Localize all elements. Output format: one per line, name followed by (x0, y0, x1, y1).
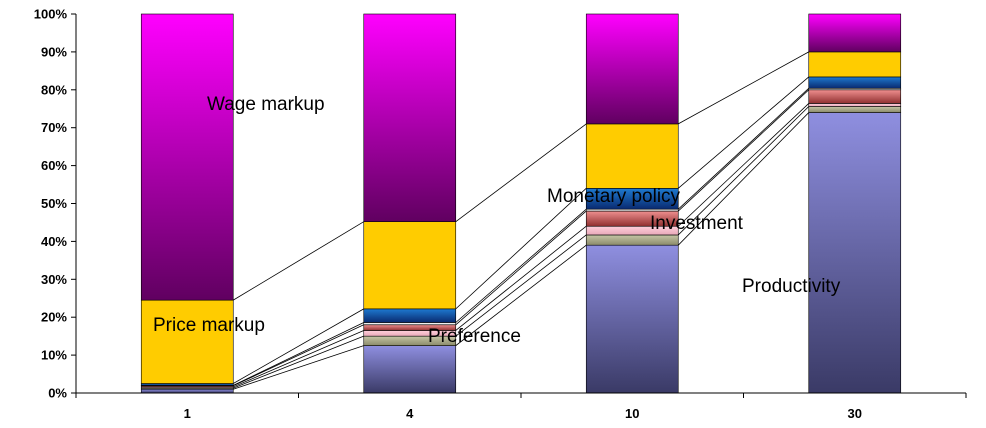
connector-line (678, 51, 809, 125)
connector-line (677, 89, 810, 212)
y-tick-label: 80% (41, 82, 67, 97)
connector-line (233, 322, 364, 386)
connector-line (233, 335, 364, 389)
connector-line (233, 324, 364, 387)
y-tick-label: 100% (34, 7, 68, 22)
annotation-preference: Preference (428, 326, 521, 347)
x-tick-label: 4 (406, 406, 414, 421)
y-tick-label: 20% (41, 310, 67, 325)
bar-s2-10 (585, 234, 679, 246)
annotation-investment: Investment (650, 213, 744, 234)
bar-price_markup-30 (808, 51, 902, 78)
y-tick-label: 50% (41, 196, 67, 211)
connector-line (677, 112, 810, 246)
connector-line (233, 308, 364, 384)
connector-line (677, 87, 810, 210)
annotation-monetary-policy: Monetary policy (547, 186, 681, 207)
bar-s3-30 (808, 103, 902, 107)
bar-productivity-30 (808, 112, 902, 394)
bar-price_markup-4 (363, 221, 457, 310)
connector-line (233, 345, 364, 390)
x-ticks-layer: 1 4 10 30 (75, 393, 967, 421)
y-tick-label: 0% (48, 386, 67, 401)
connectors-layer (233, 51, 810, 390)
x-tick-label: 1 (184, 406, 191, 421)
bar-wage_markup-10 (585, 13, 679, 125)
bar-investment-30 (808, 89, 902, 104)
bar-productivity-10 (585, 244, 679, 394)
connector-line (455, 234, 587, 337)
bar-price_markup-1 (140, 299, 234, 384)
y-tick-label: 70% (41, 120, 67, 135)
connector-line (455, 208, 587, 323)
y-tick-label: 90% (41, 44, 67, 59)
bar-price_markup-10 (585, 123, 679, 189)
annotation-price-markup: Price markup (153, 315, 265, 336)
bar-monetary_policy-30 (808, 76, 902, 89)
y-tick-label: 40% (41, 234, 67, 249)
connector-line (233, 221, 364, 301)
connector-line (455, 188, 587, 310)
connector-line (677, 103, 810, 227)
bar-wage_markup-30 (808, 13, 902, 53)
y-tick-label: 60% (41, 158, 67, 173)
connector-line (455, 225, 587, 331)
bars-layer (140, 13, 902, 394)
x-tick-label: 30 (848, 406, 862, 421)
connector-line (455, 123, 587, 223)
bar-productivity-1 (140, 388, 234, 394)
bar-wage_markup-1 (140, 13, 234, 301)
connector-line (677, 106, 810, 236)
connector-line (455, 210, 587, 326)
bar-wage_markup-4 (363, 13, 457, 222)
y-tick-label: 30% (41, 272, 67, 287)
annotation-layer: Wage markup Price markup Preference Mone… (153, 94, 841, 347)
bar-monetary_policy-4 (363, 308, 457, 323)
connector-line (233, 330, 364, 388)
annotation-productivity: Productivity (742, 276, 841, 297)
connector-line (677, 76, 810, 189)
y-ticks-layer: 0% 10% 20% 30% 40% 50% 60% 70% 80% 90% 100% (34, 7, 76, 401)
y-tick-label: 10% (41, 348, 67, 363)
bar-s2-30 (808, 106, 902, 113)
annotation-wage-markup: Wage markup (207, 94, 325, 115)
connector-line (455, 244, 587, 346)
bar-productivity-4 (363, 345, 457, 394)
x-tick-label: 10 (625, 406, 639, 421)
bar-s5-4 (363, 322, 457, 326)
